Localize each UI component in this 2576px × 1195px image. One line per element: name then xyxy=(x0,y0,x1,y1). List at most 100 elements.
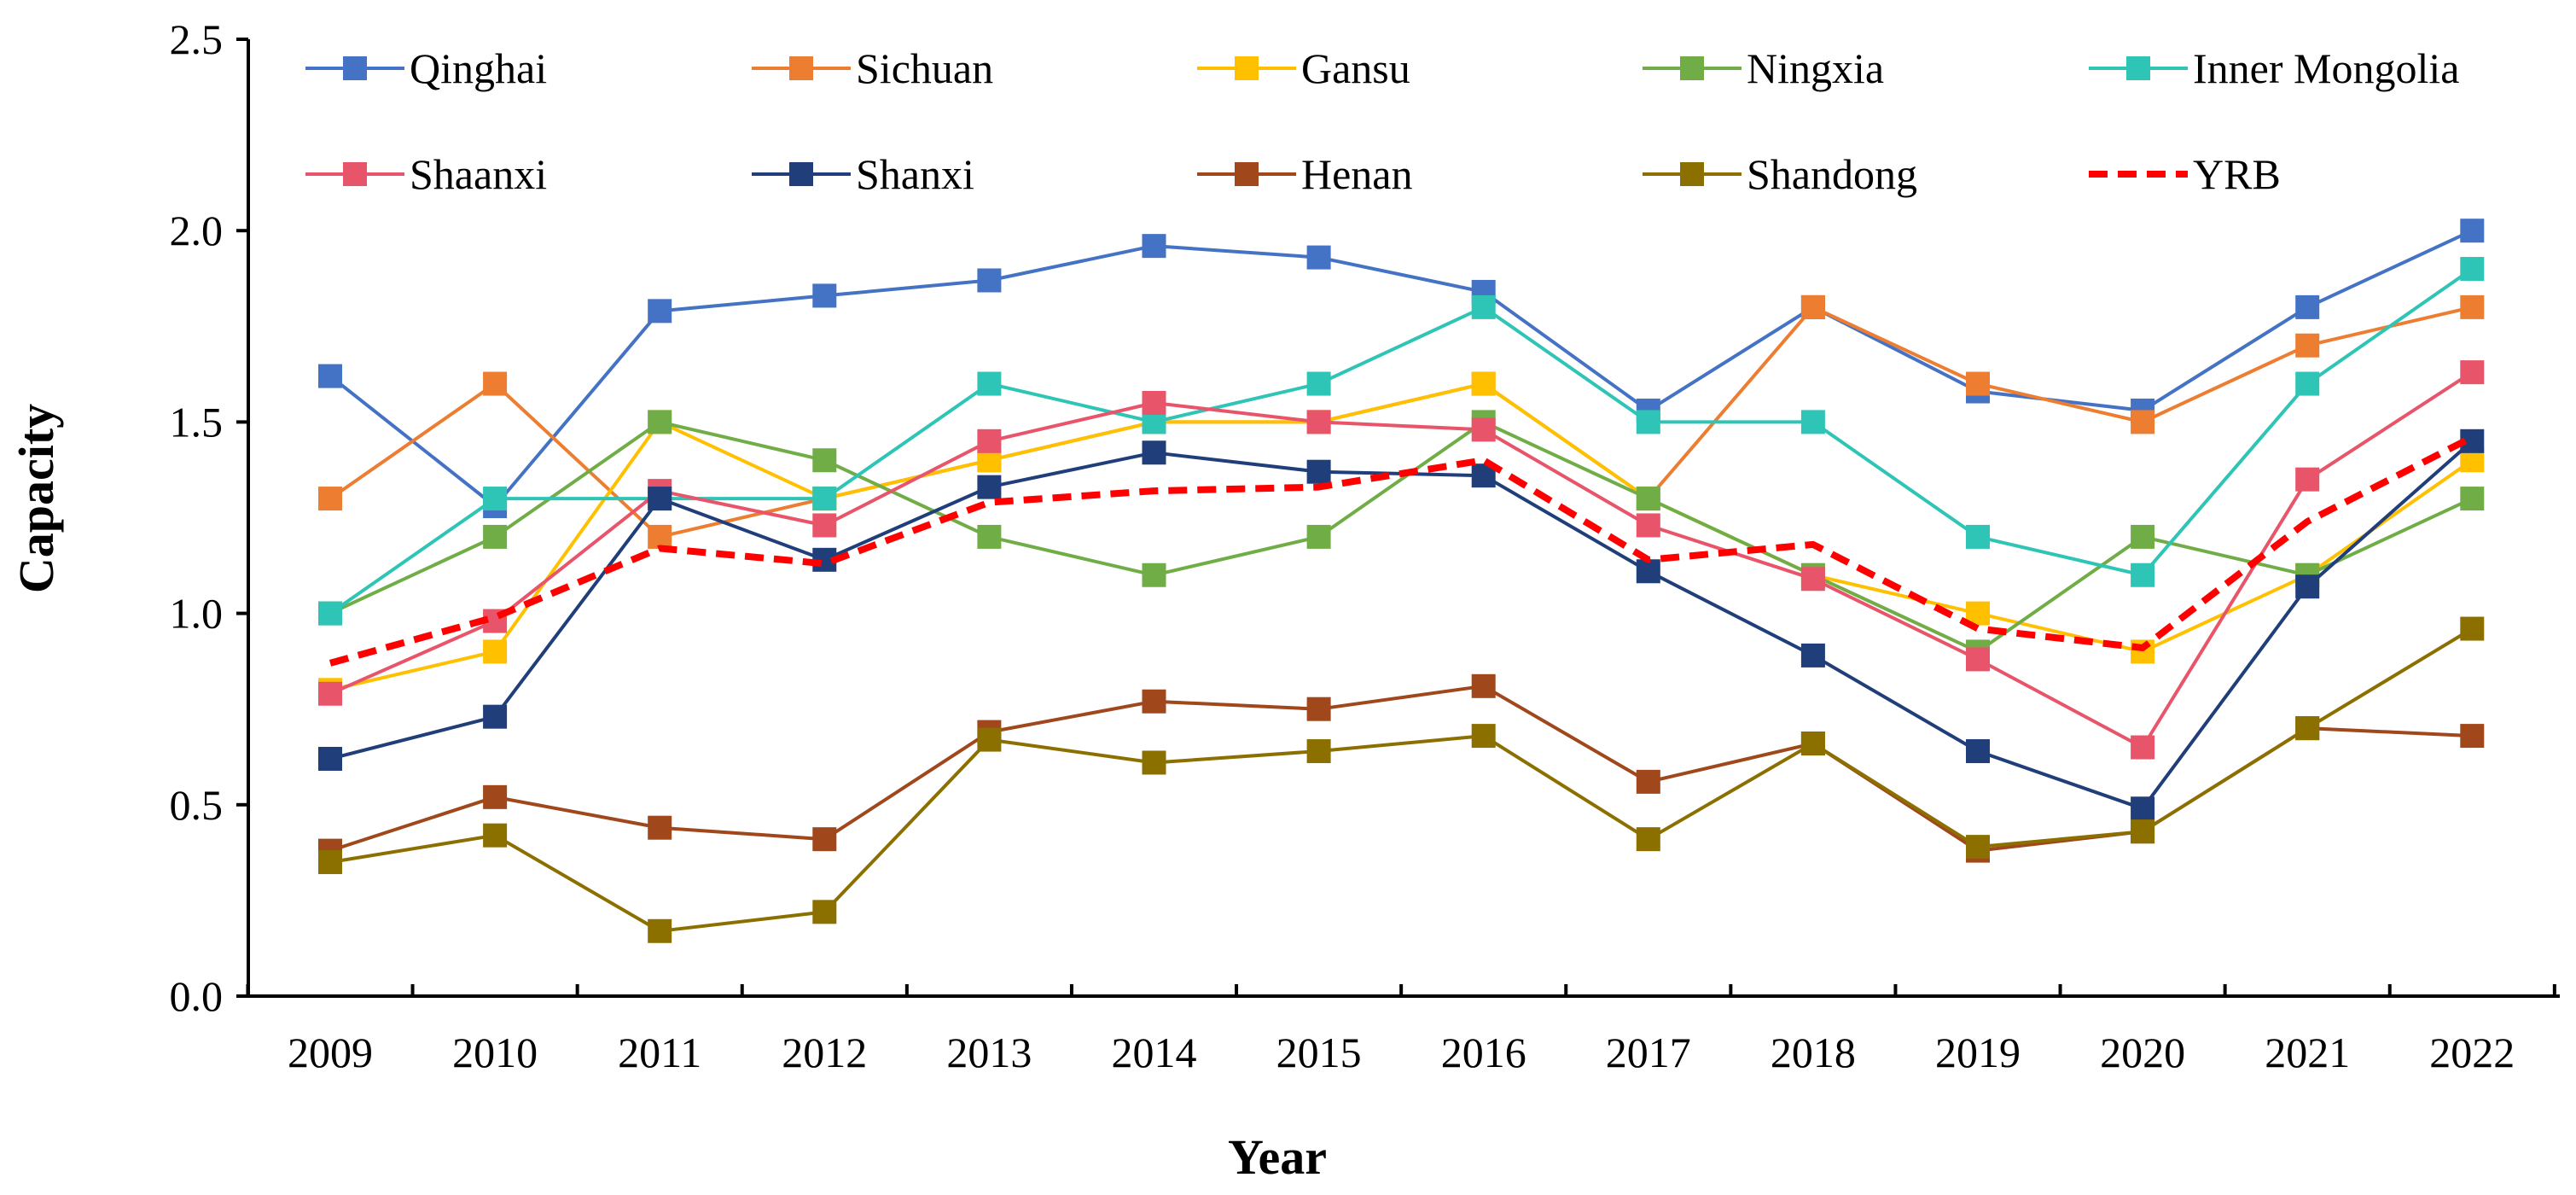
legend-label: Shanxi xyxy=(856,150,974,198)
series-ningxia xyxy=(318,410,2485,664)
data-point xyxy=(483,487,508,511)
legend-swatch-marker xyxy=(1680,162,1704,186)
x-tick-label: 2016 xyxy=(1441,1029,1526,1076)
x-tick-label: 2022 xyxy=(2429,1029,2515,1076)
data-point xyxy=(1471,294,1496,319)
y-tick-label: 2.0 xyxy=(170,207,224,254)
y-ticks: 0.0 0.5 1.0 1.5 2.0 2.5 xyxy=(170,15,248,1020)
x-tick-label: 2021 xyxy=(2265,1029,2350,1076)
legend-label: Henan xyxy=(1301,150,1413,198)
data-point xyxy=(1142,440,1166,465)
x-tick-label: 2019 xyxy=(1935,1029,2021,1076)
legend-label: Inner Mongolia xyxy=(2193,44,2459,92)
legend-swatch-marker xyxy=(1235,56,1259,80)
data-point xyxy=(977,727,1002,752)
series-gansu xyxy=(318,371,2485,702)
data-point xyxy=(1966,647,1990,672)
data-point xyxy=(2131,735,2155,760)
data-point xyxy=(1800,410,1825,434)
data-point xyxy=(1636,410,1660,434)
data-point xyxy=(2131,796,2155,821)
data-point xyxy=(2131,410,2155,434)
series-line xyxy=(329,420,2474,654)
legend-item: Inner Mongolia xyxy=(2089,44,2459,92)
legend-item: Qinghai xyxy=(305,44,547,92)
data-point xyxy=(812,487,837,511)
data-point xyxy=(648,524,672,549)
data-point xyxy=(318,487,342,511)
data-point xyxy=(1636,513,1660,538)
legend-item: Sichuan xyxy=(752,44,993,92)
series-line xyxy=(329,627,2474,933)
series-layer xyxy=(318,219,2485,943)
data-point xyxy=(318,601,342,626)
x-tick-label: 2013 xyxy=(946,1029,1032,1076)
series-line xyxy=(329,267,2474,615)
data-point xyxy=(2131,819,2155,844)
legend-item: Ningxia xyxy=(1643,44,1884,92)
series-shaanxi xyxy=(318,360,2485,760)
data-point xyxy=(1142,750,1166,775)
legend-swatch-marker xyxy=(343,162,367,186)
y-tick-label: 2.5 xyxy=(170,15,224,63)
data-point xyxy=(2295,574,2320,599)
x-tick-label: 2014 xyxy=(1112,1029,1197,1076)
series-line xyxy=(329,434,2474,667)
x-tick-label: 2020 xyxy=(2100,1029,2185,1076)
x-tick-label: 2015 xyxy=(1276,1029,1362,1076)
data-point xyxy=(1966,739,1990,764)
data-point xyxy=(318,850,342,875)
data-point xyxy=(2295,467,2320,492)
data-point xyxy=(977,524,1002,549)
data-point xyxy=(1142,234,1166,259)
data-point xyxy=(483,371,508,396)
legend-swatch-marker xyxy=(789,162,813,186)
x-axis-title: Year xyxy=(1228,1129,1327,1185)
axes xyxy=(247,39,2560,998)
data-point xyxy=(2131,524,2155,549)
data-point xyxy=(977,268,1002,293)
data-point xyxy=(812,827,837,852)
series-yrb xyxy=(329,434,2474,667)
series-inner-mongolia xyxy=(318,257,2485,626)
y-tick-label: 1.0 xyxy=(170,590,224,638)
data-point xyxy=(1800,294,1825,319)
data-point xyxy=(1471,724,1496,749)
y-tick-label: 0.5 xyxy=(170,781,224,829)
data-point xyxy=(318,364,342,388)
legend-label: Ningxia xyxy=(1747,44,1884,92)
data-point xyxy=(648,815,672,840)
data-point xyxy=(2131,563,2155,587)
data-point xyxy=(1471,371,1496,396)
data-point xyxy=(318,746,342,771)
legend-label: Qinghai xyxy=(410,44,547,92)
data-point xyxy=(1800,567,1825,592)
x-tick-label: 2011 xyxy=(618,1029,701,1076)
data-point xyxy=(977,428,1002,453)
legend-label: Sichuan xyxy=(856,44,993,92)
legend-swatch-marker xyxy=(2126,56,2150,80)
y-tick-label: 0.0 xyxy=(170,972,224,1020)
legend-label: Gansu xyxy=(1301,44,1410,92)
x-ticks: 2009 2010 2011 2012 2013 2014 2015 2016 2017 2018… xyxy=(246,984,2556,1076)
data-point xyxy=(1800,732,1825,756)
legend-swatch-marker xyxy=(789,56,813,80)
data-point xyxy=(648,487,672,511)
data-point xyxy=(1142,390,1166,415)
data-point xyxy=(318,681,342,706)
data-point xyxy=(2131,639,2155,664)
data-point xyxy=(2460,294,2485,319)
data-point xyxy=(1471,417,1496,442)
legend-swatch-marker xyxy=(343,56,367,80)
data-point xyxy=(2460,360,2485,385)
x-tick-label: 2010 xyxy=(452,1029,538,1076)
legend-item: Shanxi xyxy=(752,150,974,198)
data-point xyxy=(2295,716,2320,741)
data-point xyxy=(2460,487,2485,511)
data-point xyxy=(648,410,672,434)
data-point xyxy=(2295,294,2320,319)
data-point xyxy=(1306,371,1331,396)
data-point xyxy=(1306,459,1331,484)
data-point xyxy=(1471,673,1496,698)
data-point xyxy=(977,475,1002,499)
